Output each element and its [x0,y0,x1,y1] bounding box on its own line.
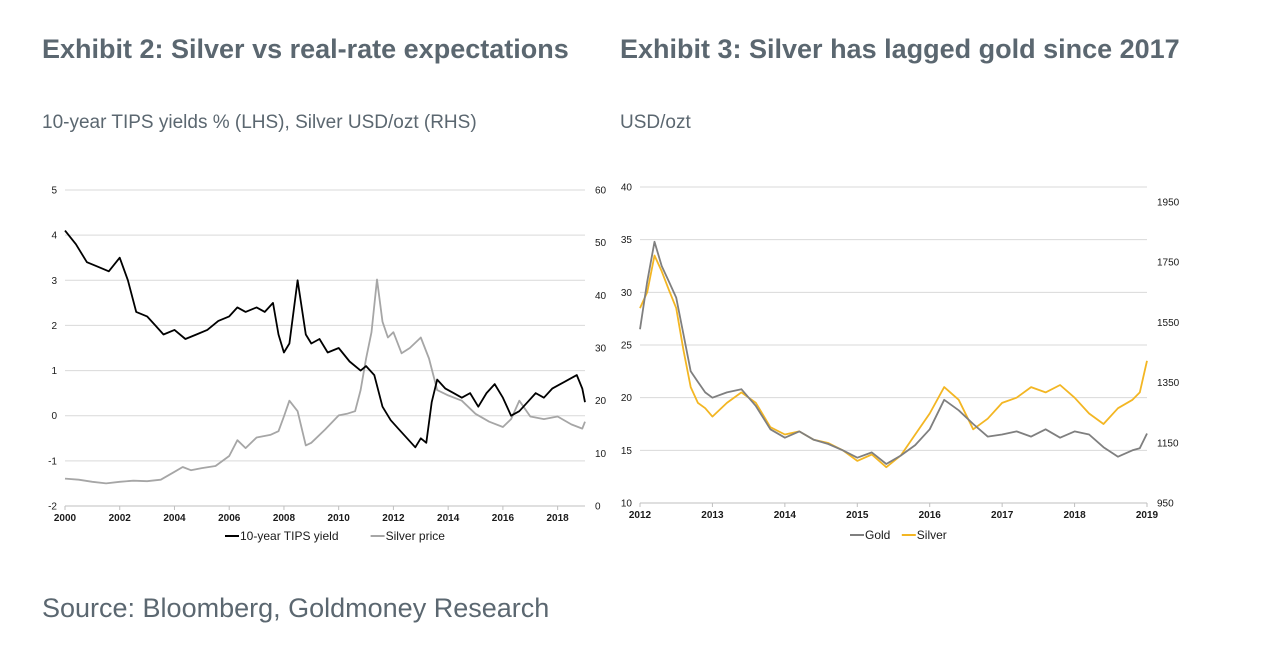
exhibit-2-right-tick-label: 20 [595,396,607,407]
exhibit-2-x-tick-label: 2004 [163,513,186,524]
exhibit-2-series-10-year-tips-yield-line [64,230,586,449]
exhibit-2-left-tick-label: -2 [48,502,57,513]
exhibit-2-left-tick-label: 4 [51,231,57,242]
exhibit-3-right-tick-label: 1150 [1157,438,1179,449]
exhibit-3-x-tick-label: 2016 [919,510,942,521]
exhibit-3-right-tick-label: 950 [1157,499,1174,510]
exhibit-3-subtitle: USD/ozt [620,112,691,133]
exhibit-2-subtitle: 10-year TIPS yields % (LHS), Silver USD/… [42,112,477,133]
exhibit-3-x-tick-label: 2019 [1136,510,1159,521]
exhibit-3-x-tick-label: 2017 [991,510,1014,521]
exhibit-2-x-tick-label: 2012 [382,513,405,524]
exhibit-2-series-silver-price-line [64,278,586,485]
exhibit-2-left-tick-label: 5 [51,186,57,197]
exhibit-3-right-tick-label: 1950 [1157,198,1180,209]
exhibit-2-x-tick-label: 2016 [492,513,515,524]
exhibit-2-x-tick-label: 2008 [273,513,296,524]
exhibit-2-x-tick-label: 2006 [218,513,241,524]
exhibit-2-title: Exhibit 2: Silver vs real-rate expectati… [42,34,569,64]
exhibit-3-left-tick-label: 35 [621,235,633,246]
exhibit-2-left-tick-label: 2 [51,321,57,332]
exhibit-3-legend-label: Gold [865,528,890,542]
exhibit-2-x-tick-label: 2010 [328,513,351,524]
source-note: Source: Bloomberg, Goldmoney Research [42,593,550,623]
exhibit-3-right-tick-label: 1350 [1157,378,1180,389]
exhibit-2-right-tick-label: 40 [595,291,607,302]
exhibit-3-right-tick-label: 1550 [1157,318,1180,329]
exhibit-2-legend-label: 10-year TIPS yield [240,529,339,543]
exhibit-2-legend-label: Silver price [386,529,446,543]
exhibit-2-x-tick-label: 2002 [109,513,132,524]
exhibit-3-left-tick-label: 30 [621,288,633,299]
exhibit-2-right-tick-label: 50 [595,238,607,249]
exhibit-2-x-tick-label: 2018 [547,513,570,524]
exhibit-3-left-tick-label: 10 [621,499,633,510]
exhibit-2-left-tick-label: 1 [51,366,57,377]
exhibit-2-right-tick-label: 10 [595,449,607,460]
exhibit-2-left-tick-label: 3 [51,276,57,287]
exhibit-3-x-tick-label: 2014 [774,510,797,521]
exhibit-3-right-tick-label: 1750 [1157,258,1180,269]
exhibit-2-x-tick-label: 2000 [54,513,77,524]
exhibit-3-legend-label: Silver [917,528,947,542]
exhibit-3-x-tick-label: 2015 [846,510,869,521]
exhibit-2-right-tick-label: 0 [595,502,601,513]
exhibit-2-right-tick-label: 60 [595,186,607,197]
exhibit-2-left-tick-label: -1 [48,456,57,467]
exhibit-2-right-tick-label: 30 [595,344,607,355]
exhibit-3-title: Exhibit 3: Silver has lagged gold since … [620,34,1180,64]
exhibit-3-left-tick-label: 15 [621,446,633,457]
exhibit-3-left-tick-label: 40 [621,183,633,194]
exhibit-3-left-tick-label: 25 [621,341,633,352]
exhibit-3-series-gold-line [639,240,1148,465]
exhibit-3-x-tick-label: 2012 [629,510,652,521]
exhibit-3-series-silver-line [639,254,1148,469]
exhibit-3-x-tick-label: 2018 [1063,510,1086,521]
exhibit-3-x-tick-label: 2013 [701,510,724,521]
exhibit-3-left-tick-label: 20 [621,393,633,404]
exhibit-2-left-tick-label: 0 [51,411,57,422]
exhibit-2-x-tick-label: 2014 [437,513,460,524]
